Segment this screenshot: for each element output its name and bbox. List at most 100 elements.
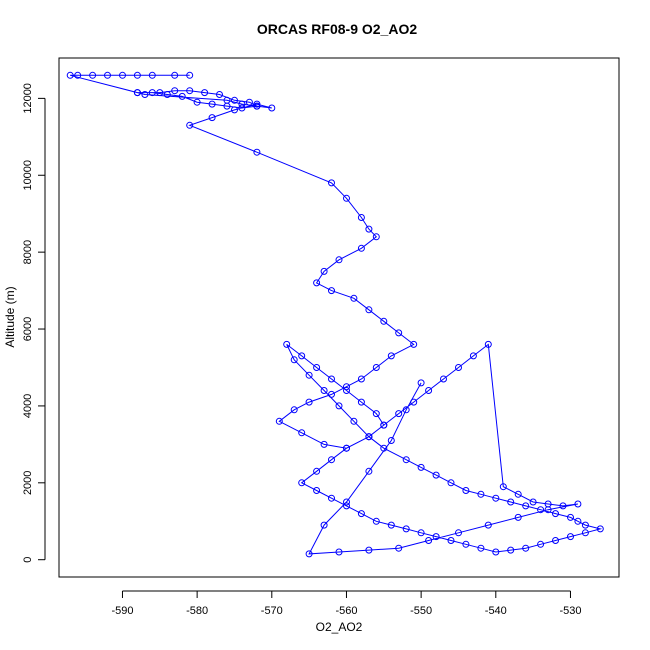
data-point-101 (462, 540, 470, 548)
data-point-137 (365, 546, 373, 554)
x-axis-label: O2_AO2 (316, 620, 363, 634)
data-point-43 (320, 267, 328, 275)
y-tick-label-5: 10000 (22, 160, 34, 191)
data-point-93 (581, 529, 589, 537)
data-point-110 (328, 494, 335, 502)
data-point-71 (290, 356, 298, 364)
data-point-81 (447, 479, 455, 487)
data-point-52 (372, 364, 380, 371)
data-point-67 (328, 375, 335, 383)
data-point-68 (313, 364, 321, 371)
data-point-34 (186, 121, 194, 129)
data-point-143 (387, 437, 395, 444)
data-point-74 (335, 402, 343, 410)
data-point-3 (133, 71, 141, 79)
data-point-1 (171, 71, 179, 79)
data-point-16 (245, 98, 253, 106)
data-point-135 (425, 537, 433, 544)
data-point-40 (372, 233, 380, 241)
x-axis: -590 -580 -570 -560 -550 -540 -530 (111, 590, 581, 617)
data-point-133 (484, 521, 492, 529)
data-point-97 (522, 544, 530, 552)
data-point-77 (380, 444, 388, 452)
data-point-65 (357, 398, 365, 406)
data-point-96 (537, 540, 545, 548)
data-point-126 (514, 490, 522, 498)
data-point-125 (499, 483, 507, 491)
data-point-7 (74, 71, 82, 79)
data-point-39 (365, 225, 373, 233)
chart-title: ORCAS RF08-9 O2_AO2 (257, 21, 417, 37)
data-point-142 (365, 467, 373, 475)
data-point-5 (104, 71, 111, 79)
data-point-50 (410, 340, 418, 348)
data-point-145 (417, 379, 425, 387)
x-tick-label-3: -560 (335, 605, 357, 617)
data-point-103 (432, 533, 440, 541)
data-point-132 (514, 513, 522, 521)
y-tick-label-2: 4000 (22, 394, 34, 418)
data-point-120 (425, 387, 433, 394)
data-point-89 (567, 513, 574, 521)
data-point-8 (66, 71, 74, 79)
y-tick-label-3: 6000 (22, 317, 34, 341)
data-point-109 (343, 502, 350, 510)
data-point-88 (552, 510, 559, 518)
data-point-54 (343, 383, 350, 391)
data-point-0 (186, 71, 194, 79)
data-point-37 (343, 194, 350, 202)
data-point-124 (484, 340, 492, 348)
data-point-130 (574, 500, 582, 508)
data-point-49 (395, 329, 403, 337)
data-point-69 (298, 352, 306, 360)
data-point-84 (492, 494, 500, 502)
data-point-57 (290, 406, 298, 414)
data-point-80 (432, 471, 440, 479)
x-tick-label-0: -590 (111, 605, 133, 617)
data-point-56 (305, 398, 313, 406)
data-point-70 (283, 340, 291, 348)
data-point-136 (395, 544, 403, 552)
y-axis: 0 2000 4000 6000 8000 10000 12000 (22, 83, 46, 563)
data-point-106 (387, 521, 395, 529)
data-point-24 (148, 89, 156, 97)
data-point-139 (305, 550, 313, 558)
data-point-107 (372, 517, 380, 525)
data-point-12 (186, 87, 194, 95)
data-point-59 (298, 429, 306, 437)
data-point-26 (141, 91, 149, 98)
data-point-141 (343, 498, 350, 506)
y-tick-label-0: 0 (22, 557, 34, 563)
data-point-14 (216, 91, 223, 98)
data-point-83 (477, 490, 485, 498)
data-point-90 (574, 517, 582, 525)
data-point-27 (223, 96, 231, 104)
data-point-112 (298, 479, 306, 487)
data-point-35 (253, 148, 261, 156)
data-point-38 (357, 214, 365, 221)
data-point-58 (275, 417, 283, 425)
data-point-66 (343, 387, 350, 394)
series-layer (66, 71, 604, 558)
data-point-25 (133, 89, 141, 97)
y-axis-label: Altitude (m) (3, 286, 17, 347)
y-tick-label-6: 12000 (22, 83, 34, 114)
plot-area-frame (58, 57, 620, 578)
data-point-85 (507, 498, 515, 506)
data-point-113 (313, 467, 321, 475)
data-point-45 (328, 287, 335, 295)
data-point-118 (395, 410, 403, 418)
data-point-78 (402, 456, 410, 464)
data-point-127 (529, 498, 537, 506)
data-point-98 (507, 546, 515, 554)
data-point-6 (89, 71, 97, 79)
y-tick-label-1: 2000 (22, 471, 34, 495)
data-point-23 (163, 91, 171, 98)
data-point-72 (305, 371, 313, 379)
data-point-117 (380, 421, 388, 429)
data-point-123 (469, 352, 477, 360)
x-tick-label-6: -530 (559, 605, 581, 617)
data-point-105 (402, 525, 410, 533)
data-point-22 (178, 92, 186, 100)
